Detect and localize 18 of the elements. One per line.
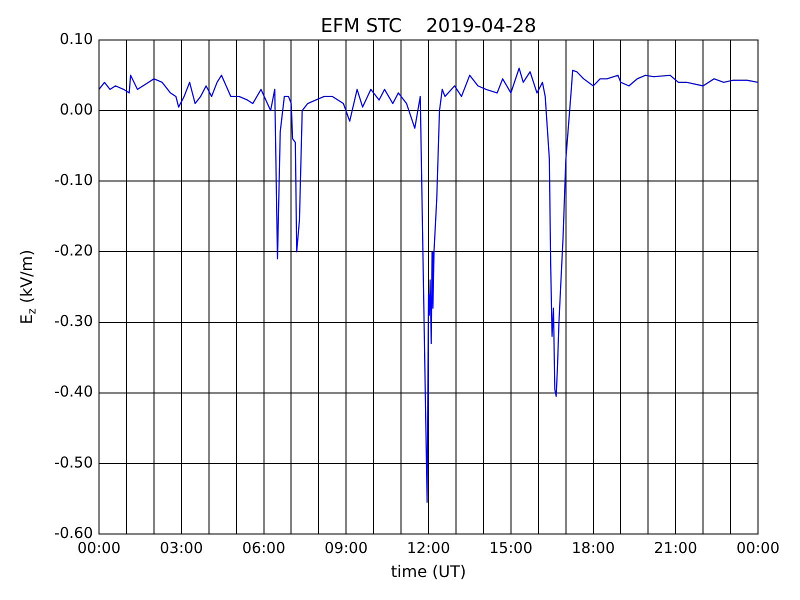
y-axis-title: Ez (kV/m) [17,250,39,324]
y-tick-label: -0.50 [54,453,93,472]
x-tick-label: 09:00 [324,538,368,557]
chart-title: EFM STC 2019-04-28 [320,14,536,37]
y-tick-label: -0.10 [54,171,93,190]
y-tick-label: 0.00 [60,100,93,118]
x-tick-label: 12:00 [406,538,450,557]
x-tick-label: 06:00 [242,538,286,557]
x-tick-label: 00:00 [736,538,780,557]
x-tick-label: 03:00 [160,538,203,557]
y-tick-label: -0.40 [54,382,93,401]
x-tick-label: 18:00 [572,538,615,557]
x-tick-label: 21:00 [654,538,698,557]
x-axis-title: time (UT) [390,562,466,582]
y-tick-label: 0.10 [60,30,93,48]
y-tick-label: -0.30 [54,312,93,330]
y-tick-label: -0.20 [54,242,93,260]
x-tick-label: 15:00 [489,538,532,557]
